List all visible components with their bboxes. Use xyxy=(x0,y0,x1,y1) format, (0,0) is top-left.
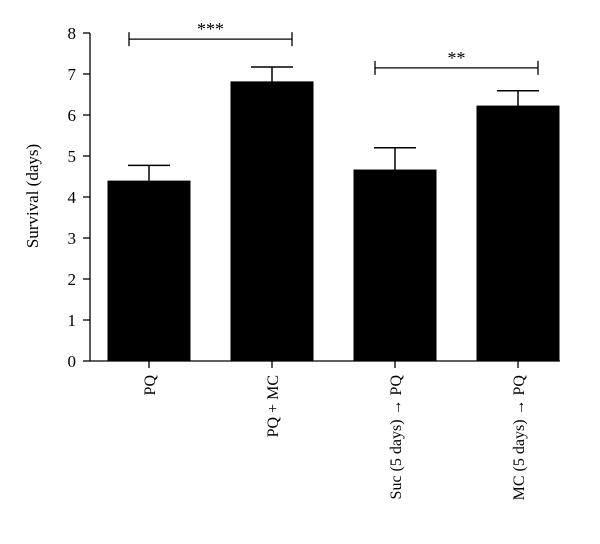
x-tick-label: MC (5 days) → PQ xyxy=(511,375,528,501)
bars xyxy=(107,81,560,368)
x-tick-label: PQ + MC xyxy=(265,375,282,437)
x-axis-labels: PQ PQ + MC Suc (5 days) → PQ MC (5 days) → … xyxy=(142,375,528,501)
error-bars xyxy=(128,66,539,181)
y-tick-label: 6 xyxy=(68,106,77,125)
y-tick-label: 7 xyxy=(68,65,77,84)
x-tick-label: Suc (5 days) → PQ xyxy=(388,375,405,500)
x-tick-label: PQ xyxy=(142,375,159,396)
bar xyxy=(107,180,191,361)
bar xyxy=(230,81,314,361)
significance-label: *** xyxy=(197,19,224,39)
y-tick-label: 8 xyxy=(68,24,77,43)
y-axis-title: Survival (days) xyxy=(23,144,42,248)
y-tick-label: 4 xyxy=(68,188,77,207)
significance-brackets: ***** xyxy=(128,19,539,75)
y-tick-label: 3 xyxy=(68,229,77,248)
y-tick-label: 1 xyxy=(68,311,77,330)
bar xyxy=(353,169,437,361)
y-tick-label: 0 xyxy=(68,352,77,371)
bar xyxy=(476,105,560,361)
significance-label: ** xyxy=(448,48,466,68)
y-tick-label: 5 xyxy=(68,147,77,166)
y-tick-label: 2 xyxy=(68,270,77,289)
